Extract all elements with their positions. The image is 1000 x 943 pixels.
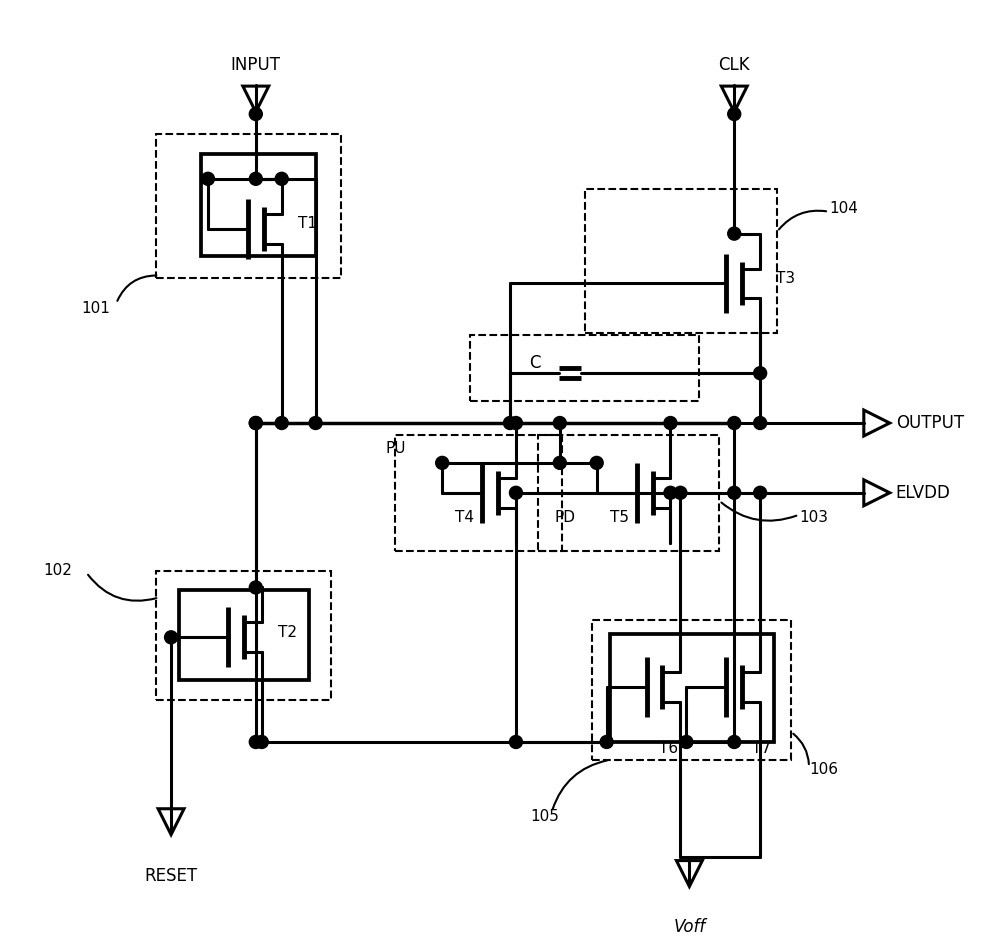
Text: T7: T7 — [752, 741, 771, 756]
Text: CLK: CLK — [718, 57, 750, 74]
Circle shape — [553, 417, 566, 429]
Text: INPUT: INPUT — [231, 57, 281, 74]
Circle shape — [553, 456, 566, 470]
Bar — [201, 154, 316, 256]
Text: T2: T2 — [278, 625, 297, 640]
Circle shape — [309, 417, 322, 429]
Circle shape — [664, 487, 677, 499]
Text: 105: 105 — [530, 809, 559, 824]
Bar — [538, 435, 719, 551]
Circle shape — [664, 417, 677, 429]
Text: 104: 104 — [829, 201, 858, 216]
Circle shape — [728, 736, 741, 749]
Circle shape — [255, 736, 268, 749]
Bar — [395, 435, 562, 551]
Text: RESET: RESET — [145, 867, 198, 885]
Text: T3: T3 — [776, 271, 795, 286]
Circle shape — [680, 736, 693, 749]
Text: T5: T5 — [610, 510, 629, 525]
Circle shape — [201, 173, 214, 185]
Circle shape — [249, 173, 262, 185]
Text: C: C — [529, 355, 541, 372]
Bar — [470, 336, 699, 401]
Circle shape — [509, 487, 522, 499]
Circle shape — [249, 581, 262, 594]
Text: Voff: Voff — [673, 918, 706, 936]
Circle shape — [249, 108, 262, 121]
Circle shape — [275, 417, 288, 429]
Text: ELVDD: ELVDD — [896, 484, 951, 502]
Bar — [585, 189, 777, 333]
Text: 102: 102 — [43, 563, 72, 578]
Circle shape — [754, 487, 767, 499]
Circle shape — [590, 456, 603, 470]
Bar — [156, 134, 341, 278]
Text: 101: 101 — [81, 301, 110, 316]
Text: OUTPUT: OUTPUT — [896, 414, 964, 432]
Circle shape — [728, 108, 741, 121]
Circle shape — [249, 417, 262, 429]
Circle shape — [674, 487, 687, 499]
Circle shape — [509, 417, 522, 429]
Bar — [592, 620, 791, 760]
Bar — [610, 635, 774, 742]
Bar — [179, 590, 309, 680]
Text: PD: PD — [555, 510, 576, 525]
Circle shape — [249, 736, 262, 749]
Circle shape — [436, 456, 449, 470]
Text: PU: PU — [385, 441, 406, 456]
Circle shape — [728, 487, 741, 499]
Circle shape — [754, 367, 767, 380]
Circle shape — [503, 417, 516, 429]
Text: 103: 103 — [799, 510, 828, 525]
Circle shape — [165, 631, 178, 644]
Circle shape — [600, 736, 613, 749]
Text: T4: T4 — [455, 510, 474, 525]
Text: T6: T6 — [659, 741, 679, 756]
Circle shape — [728, 227, 741, 240]
Circle shape — [509, 736, 522, 749]
Text: 106: 106 — [809, 762, 838, 777]
Text: T1: T1 — [298, 216, 317, 231]
Bar — [156, 571, 331, 700]
Circle shape — [249, 417, 262, 429]
Circle shape — [275, 173, 288, 185]
Circle shape — [754, 417, 767, 429]
Circle shape — [728, 417, 741, 429]
